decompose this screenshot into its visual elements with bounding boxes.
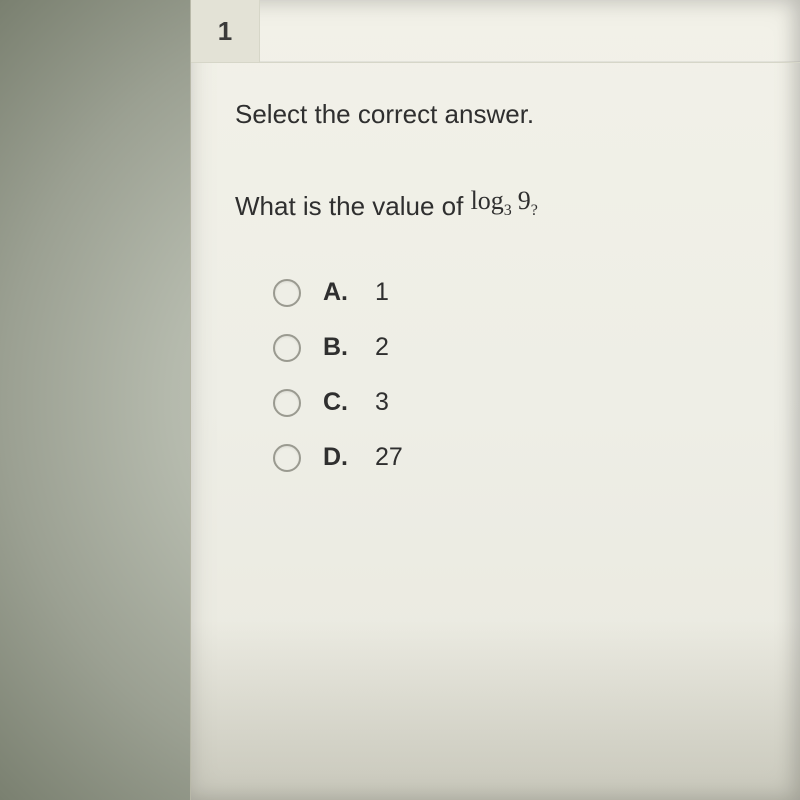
choice-value: 2: [375, 333, 389, 362]
choice-value: 1: [375, 278, 389, 307]
choice-value: 27: [375, 443, 403, 472]
choice-list: A. 1 B. 2 C. 3 D. 27: [235, 278, 772, 472]
radio-icon[interactable]: [273, 389, 301, 417]
choice-label: A.: [323, 278, 371, 307]
question-stem: What is the value of log39?: [235, 186, 772, 222]
log-expression: log39?: [471, 186, 538, 220]
question-header: 1: [191, 0, 800, 63]
radio-icon[interactable]: [273, 444, 301, 472]
radio-icon[interactable]: [273, 279, 301, 307]
choice-label: C.: [323, 388, 371, 417]
choice-d[interactable]: D. 27: [273, 443, 772, 472]
choice-b[interactable]: B. 2: [273, 333, 772, 362]
choice-value: 3: [375, 388, 389, 417]
instruction-text: Select the correct answer.: [235, 99, 772, 130]
radio-icon[interactable]: [273, 334, 301, 362]
choice-label: D.: [323, 443, 371, 472]
question-number-box: 1: [191, 0, 260, 62]
log-base: 3: [504, 202, 512, 219]
question-number: 1: [218, 16, 232, 47]
log-trailing: ?: [531, 202, 538, 219]
stem-prefix: What is the value of: [235, 191, 471, 221]
choice-a[interactable]: A. 1: [273, 278, 772, 307]
question-content: Select the correct answer. What is the v…: [191, 63, 800, 472]
log-word: log: [471, 186, 504, 215]
question-card: 1 Select the correct answer. What is the…: [190, 0, 800, 800]
log-argument: 9: [518, 186, 531, 215]
choice-label: B.: [323, 333, 371, 362]
choice-c[interactable]: C. 3: [273, 388, 772, 417]
